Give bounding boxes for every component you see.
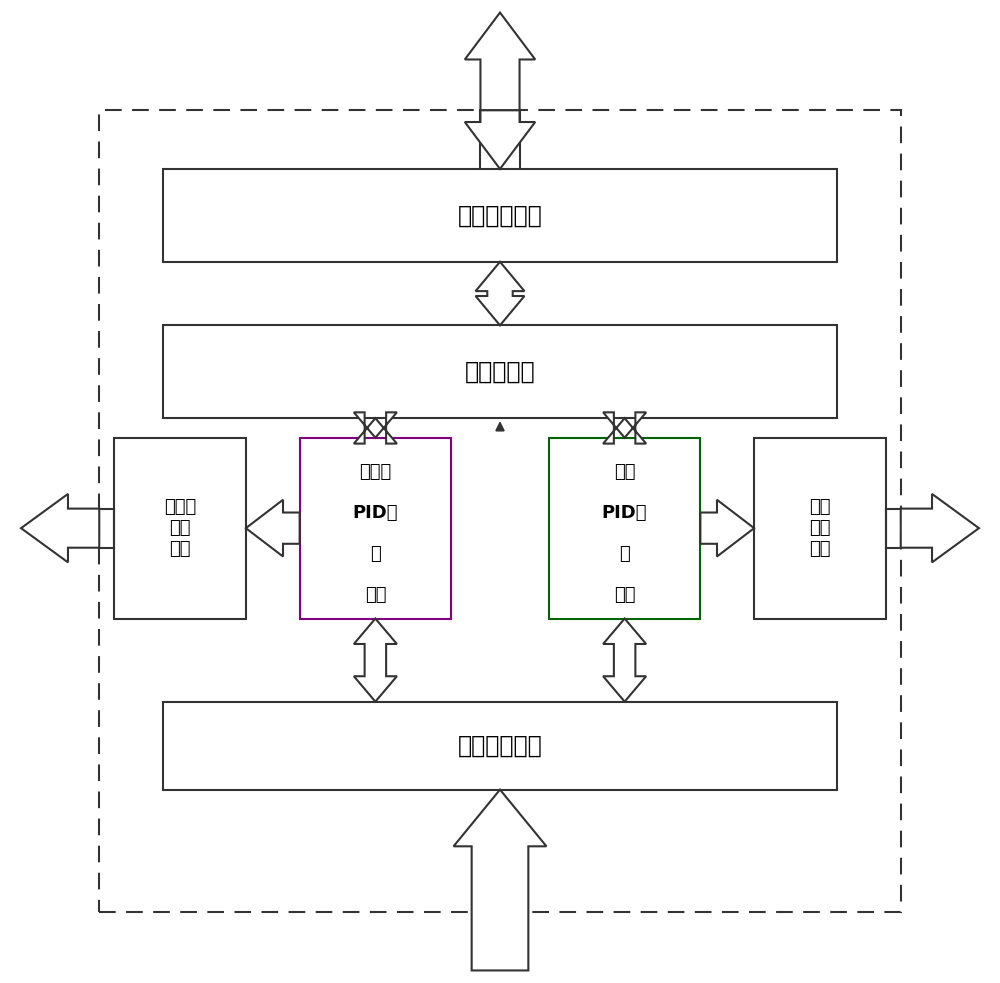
Polygon shape	[476, 261, 524, 325]
Polygon shape	[354, 618, 397, 702]
Bar	[163, 169, 837, 261]
Bar	[163, 325, 837, 418]
Text: 模块: 模块	[365, 586, 386, 604]
Text: 算: 算	[370, 546, 381, 563]
Text: 温度采集模块: 温度采集模块	[458, 733, 542, 758]
Polygon shape	[603, 412, 646, 443]
Polygon shape	[354, 412, 397, 443]
Polygon shape	[465, 110, 535, 169]
Polygon shape	[603, 618, 646, 702]
Polygon shape	[700, 499, 754, 556]
Bar	[549, 437, 700, 618]
Bar	[163, 702, 837, 789]
Bar	[99, 110, 901, 912]
Bar	[300, 437, 451, 618]
Bar	[114, 437, 246, 618]
Text: 寄存器文件: 寄存器文件	[465, 360, 535, 383]
Text: PID运: PID运	[602, 504, 647, 522]
Text: 热床: 热床	[614, 463, 635, 482]
Polygon shape	[454, 789, 546, 970]
Polygon shape	[465, 13, 535, 110]
Text: 打印头
加热
模块: 打印头 加热 模块	[164, 498, 196, 558]
Text: PID运: PID运	[353, 504, 398, 522]
Text: 打印头: 打印头	[359, 463, 392, 482]
Text: 热床
加热
模块: 热床 加热 模块	[809, 498, 831, 558]
Polygon shape	[901, 493, 979, 562]
Polygon shape	[246, 499, 300, 556]
Text: 总线接口模块: 总线接口模块	[458, 203, 542, 227]
Text: 算: 算	[619, 546, 630, 563]
Bar	[754, 437, 886, 618]
Text: 模块: 模块	[614, 586, 635, 604]
Polygon shape	[21, 493, 99, 562]
